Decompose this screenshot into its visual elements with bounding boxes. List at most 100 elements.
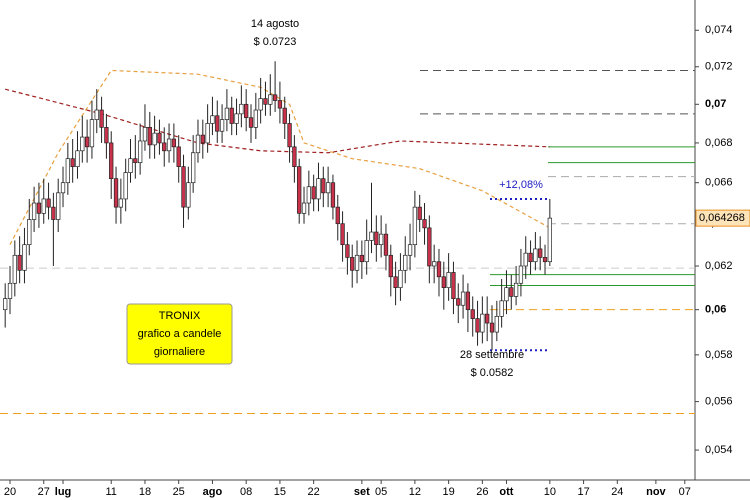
candle-body [142, 126, 148, 142]
last-price-label: 0,064268 [699, 212, 745, 224]
candle-body [533, 248, 538, 263]
candle-body [518, 265, 524, 284]
candle-body [219, 119, 225, 132]
candle-body [89, 119, 95, 148]
candle-body [104, 126, 109, 144]
candle-body [263, 98, 268, 105]
candle-body [523, 252, 528, 267]
y-tick-label: 0,058 [705, 349, 733, 361]
y-tick-label: 0,056 [705, 396, 733, 408]
candle-body [46, 198, 51, 208]
candle-body [301, 202, 307, 214]
x-tick-label: lug [55, 486, 72, 498]
candle-body [494, 316, 499, 333]
candle-body [417, 206, 422, 220]
candle-body [499, 300, 504, 317]
candle-body [234, 113, 239, 124]
candle-body [162, 142, 167, 152]
candle-body [31, 202, 37, 220]
candle-body [475, 318, 480, 333]
candle-body [282, 107, 287, 124]
candle-body [152, 132, 157, 146]
candle-body [345, 244, 350, 258]
candle-body [229, 107, 234, 124]
candle-body [407, 244, 413, 256]
moving-average [9, 69, 551, 245]
candle-body [109, 142, 114, 180]
candle-body [340, 223, 345, 246]
x-tick-label: 26 [476, 486, 488, 498]
x-tick-label: 17 [577, 486, 589, 498]
candle-body [56, 192, 61, 220]
candle-body [244, 103, 249, 119]
x-tick-label: 27 [38, 486, 50, 498]
x-tick-label: 12 [409, 486, 421, 498]
candle-body [51, 206, 56, 220]
x-tick-label: nov [646, 486, 666, 498]
label-box [126, 303, 233, 365]
candle-body [210, 115, 215, 124]
candle-body [94, 109, 99, 120]
y-tick-label: 0,054 [705, 444, 733, 456]
candle-body [12, 254, 17, 284]
candle-body [65, 158, 70, 184]
candle-body [166, 138, 172, 152]
candle-body [485, 313, 490, 324]
candle-body [335, 206, 340, 225]
x-tick-label: 25 [173, 486, 185, 498]
candle-body [398, 269, 403, 289]
candle-body [123, 172, 128, 200]
candle-body [393, 276, 398, 289]
x-tick-label: 19 [442, 486, 454, 498]
candle-body [321, 178, 326, 194]
x-tick-label: ott [499, 486, 513, 498]
candle-body [200, 134, 205, 144]
candle-body [383, 233, 389, 256]
y-tick-label: 0,068 [705, 137, 733, 149]
candle-body [311, 186, 316, 200]
label-box-text: grafico a candele [138, 328, 222, 340]
candle-body [369, 231, 374, 241]
candle-body [359, 254, 365, 263]
candle-body [427, 227, 432, 267]
x-tick-label: 22 [308, 486, 320, 498]
candle-body [538, 248, 543, 258]
x-tick-label: 20 [4, 486, 16, 498]
candle-body [157, 132, 162, 144]
candle-body [224, 107, 230, 120]
annotation: $ 0.0582 [471, 367, 514, 379]
candle-body [176, 146, 181, 167]
candle-body [253, 109, 258, 128]
candle-body [325, 182, 331, 194]
x-tick-label: 15 [274, 486, 286, 498]
x-tick-label: 07 [679, 486, 691, 498]
candle-body [36, 202, 42, 214]
candle-body [191, 152, 196, 184]
candle-body [272, 94, 278, 101]
annotation: 14 agosto [251, 18, 299, 30]
y-tick-label: 0,074 [705, 24, 733, 36]
candle-body [239, 103, 244, 115]
candle-body [330, 182, 336, 208]
candle-body [75, 150, 80, 167]
candle-body [171, 138, 177, 148]
candle-body [480, 313, 485, 333]
candle-body [3, 298, 8, 311]
annotation: $ 0.0723 [254, 36, 297, 48]
candle-body [7, 282, 13, 299]
candle-body [456, 298, 461, 306]
candle-body [181, 166, 186, 208]
candle-body [84, 136, 90, 148]
candle-body [432, 261, 437, 267]
candle-body [17, 254, 22, 271]
candle-body [113, 178, 119, 208]
candle-body [504, 287, 509, 302]
candle-body [460, 291, 466, 306]
candle-body [215, 115, 220, 132]
candle-body [403, 254, 408, 271]
candle-body [441, 276, 446, 289]
candle-body [205, 123, 210, 144]
candle-body [412, 206, 418, 246]
